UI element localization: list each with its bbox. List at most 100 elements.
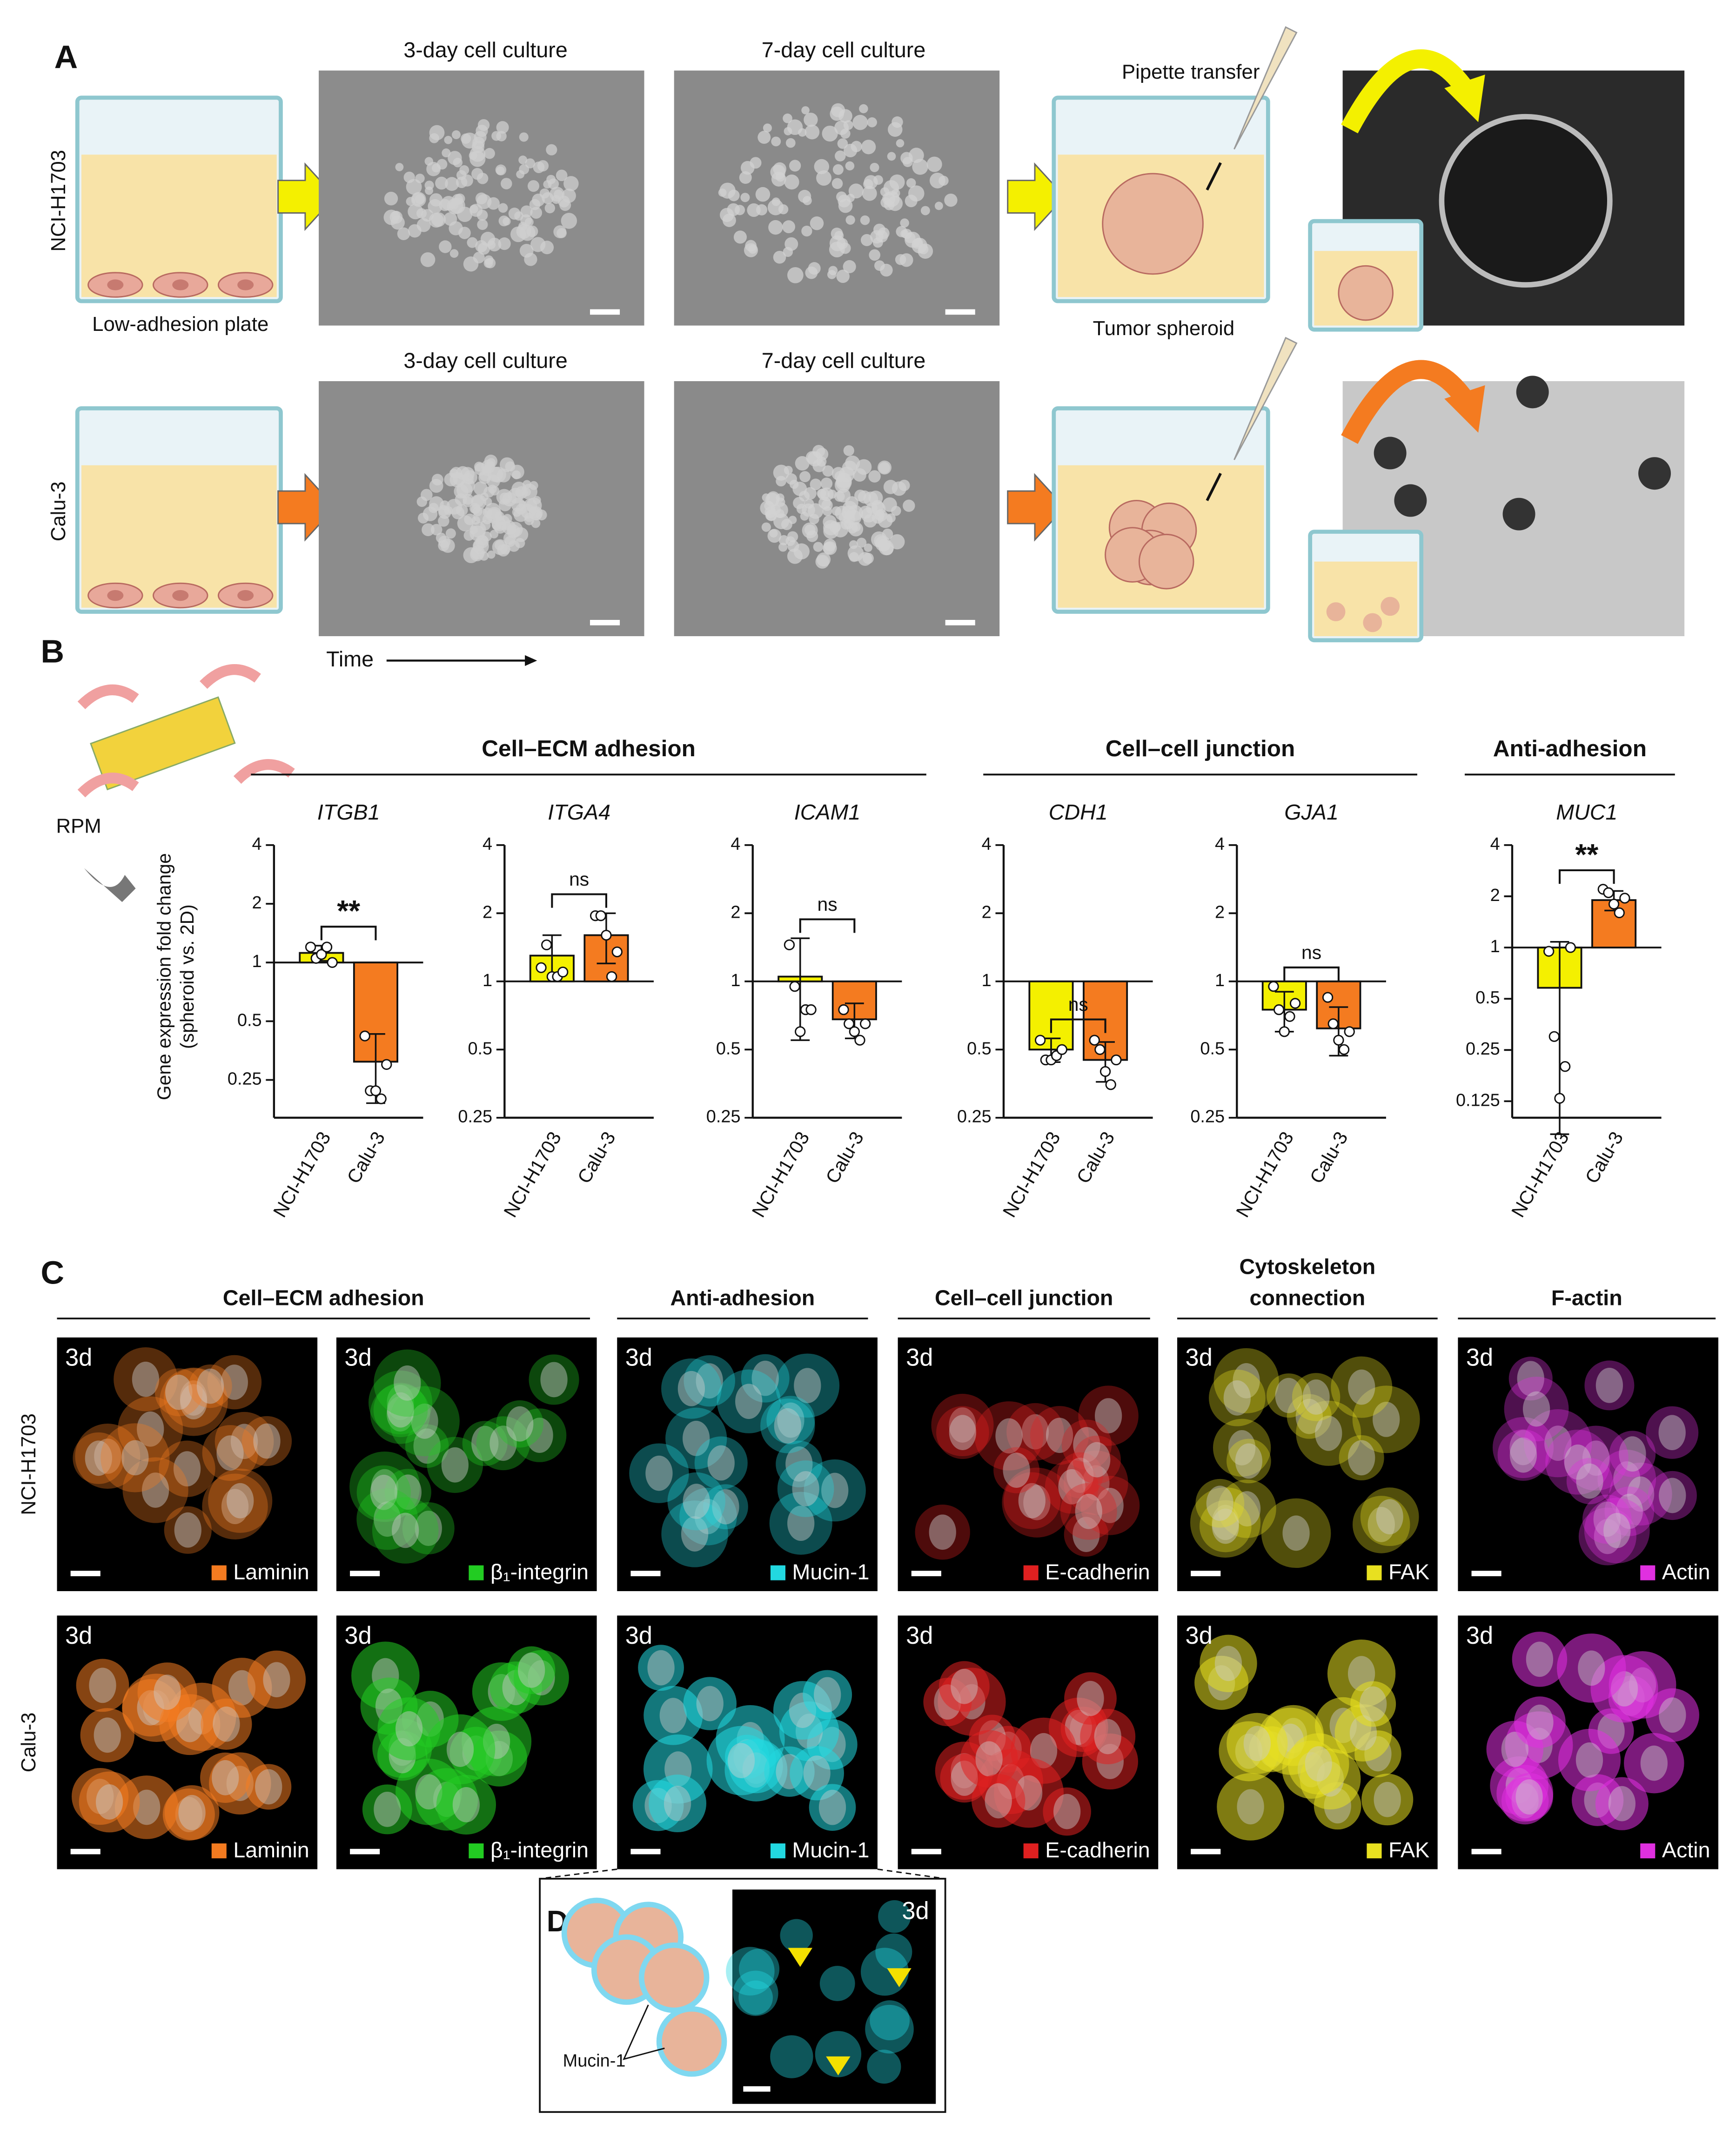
nucleus xyxy=(1053,1794,1081,1829)
cell-signal xyxy=(1645,1688,1699,1742)
nucleus xyxy=(1243,1726,1271,1761)
scale-bar xyxy=(630,1571,661,1576)
cell-signal xyxy=(809,1784,856,1831)
cell xyxy=(537,160,549,172)
arrow xyxy=(1007,162,1066,231)
nucleus xyxy=(1077,1681,1104,1716)
nucleus xyxy=(1233,1491,1261,1526)
data-point xyxy=(849,1026,860,1037)
time-label: 3d xyxy=(1466,1622,1493,1649)
cell xyxy=(944,193,958,207)
cell-signal xyxy=(529,1354,579,1405)
cell xyxy=(883,480,898,494)
cell-signal xyxy=(462,1421,508,1466)
rpm-arrow xyxy=(84,868,136,902)
data-point xyxy=(1548,1031,1560,1042)
cell xyxy=(895,254,906,265)
cell xyxy=(469,204,478,214)
pipette-arrow xyxy=(1206,472,1222,501)
cell-signal xyxy=(247,1650,306,1709)
x-tick-label: Calu-3 xyxy=(821,1128,868,1187)
nucleus xyxy=(995,1418,1023,1454)
y-tick-label: 1 xyxy=(252,952,262,971)
cell xyxy=(456,504,468,517)
cell-signal xyxy=(496,1400,543,1448)
cell-signal xyxy=(667,1472,725,1531)
cell xyxy=(823,515,837,529)
cell xyxy=(482,531,492,542)
nucleus xyxy=(526,1418,553,1453)
cell xyxy=(938,175,949,186)
cell-signal xyxy=(1566,1458,1613,1505)
chart-title: ITGA4 xyxy=(548,800,610,824)
marker-label: β₁-integrin xyxy=(490,1838,589,1862)
nucleus xyxy=(394,1474,422,1510)
nucleus xyxy=(1212,1505,1239,1540)
label: Low-adhesion plate xyxy=(92,313,268,336)
nucleus xyxy=(392,1513,419,1548)
chart-title: MUC1 xyxy=(1556,800,1617,824)
arrowhead xyxy=(788,1948,812,1967)
scale-bar xyxy=(630,1849,661,1855)
y-tick-label: 0.25 xyxy=(1190,1107,1225,1127)
cluster xyxy=(1394,484,1427,517)
marker-label: E-cadherin xyxy=(1045,1838,1150,1862)
cell-signal xyxy=(766,1396,815,1445)
label: 3-day cell culture xyxy=(403,38,567,62)
data-point xyxy=(789,981,800,992)
nucleus xyxy=(1275,1378,1302,1413)
cell xyxy=(542,192,554,204)
time-label: 3d xyxy=(906,1622,933,1649)
nucleus xyxy=(221,1365,248,1400)
cell xyxy=(768,220,783,235)
x-tick-label: Calu-3 xyxy=(342,1128,389,1187)
cell xyxy=(458,227,471,239)
nucleus xyxy=(1582,1440,1610,1476)
cell-signal xyxy=(741,1354,790,1403)
cell-signal xyxy=(1227,1439,1271,1484)
cell-signal xyxy=(207,1355,262,1410)
cell xyxy=(563,176,579,191)
marker-swatch xyxy=(1640,1843,1656,1859)
nucleus xyxy=(1066,1458,1094,1493)
data-point xyxy=(359,1030,370,1042)
cell-signal xyxy=(706,1726,776,1795)
cell xyxy=(533,496,541,504)
cell-signal xyxy=(164,1785,220,1840)
cell xyxy=(487,458,496,467)
cell xyxy=(843,260,856,274)
cell xyxy=(803,196,812,205)
nucleus xyxy=(645,1455,673,1491)
cell xyxy=(926,156,942,172)
cell xyxy=(507,524,521,538)
x-tick-label: NCI-H1703 xyxy=(999,1128,1065,1221)
nucleus xyxy=(1282,1515,1310,1551)
cell-signal xyxy=(1287,1733,1349,1795)
cell xyxy=(445,177,459,191)
data-point xyxy=(316,949,327,960)
data-point xyxy=(1543,946,1555,957)
cell xyxy=(849,552,859,562)
cell xyxy=(831,228,843,240)
nucleus xyxy=(446,1731,474,1767)
nucleus xyxy=(395,1711,423,1747)
cell-signal xyxy=(865,2004,914,2054)
cell xyxy=(438,515,449,527)
nucleus xyxy=(1595,1367,1623,1403)
cell xyxy=(487,551,496,559)
nucleus xyxy=(230,1424,258,1459)
nucleus xyxy=(1603,1513,1631,1548)
nucleus xyxy=(1075,1493,1102,1529)
label: B xyxy=(41,633,65,669)
marker-swatch xyxy=(211,1565,227,1580)
cell-signal xyxy=(936,1406,989,1459)
cell-signal xyxy=(703,1484,748,1530)
cell xyxy=(435,176,448,190)
cell xyxy=(489,530,499,538)
cell-signal xyxy=(993,1447,1040,1493)
cell-signal xyxy=(1199,1500,1252,1553)
time-label: 3d xyxy=(902,1898,929,1925)
data-point xyxy=(1614,907,1625,919)
cell-signal xyxy=(1648,1471,1697,1520)
nucleus xyxy=(1206,1486,1234,1521)
